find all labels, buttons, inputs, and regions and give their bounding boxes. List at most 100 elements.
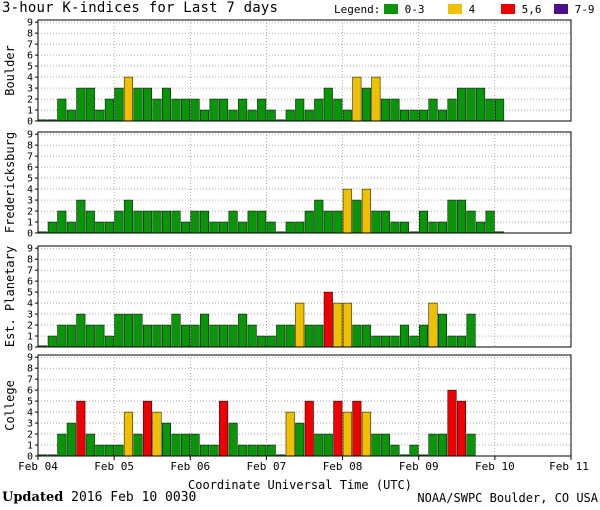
k-index-bar xyxy=(257,210,267,234)
k-index-bar xyxy=(418,324,428,348)
k-index-bar xyxy=(57,98,67,122)
x-tick-label: Feb 07 xyxy=(247,460,287,473)
k-index-bar xyxy=(228,210,238,234)
k-index-bar xyxy=(295,302,305,348)
y-tick-label: 9 xyxy=(27,130,33,141)
k-index-bar xyxy=(314,199,324,234)
k-index-bar xyxy=(304,210,314,234)
k-index-bar xyxy=(399,324,409,348)
k-index-bar xyxy=(190,98,200,122)
y-tick-label: 1 xyxy=(27,441,33,452)
updated-value: 2016 Feb 10 0030 xyxy=(71,490,197,505)
k-index-bar xyxy=(200,109,210,122)
k-index-bar xyxy=(238,98,248,122)
k-index-bar xyxy=(114,313,124,348)
k-index-bar xyxy=(399,109,409,122)
k-index-bar xyxy=(219,400,229,457)
k-index-bar xyxy=(428,302,438,348)
x-tick-label: Feb 10 xyxy=(475,460,515,473)
k-index-bar xyxy=(476,221,486,234)
legend-label: Legend: xyxy=(334,3,381,16)
y-tick-label: 4 xyxy=(27,299,33,310)
k-index-bar xyxy=(85,87,95,122)
k-index-bar xyxy=(257,444,267,457)
k-index-bar xyxy=(133,313,143,348)
k-index-bar xyxy=(266,109,276,122)
legend-text: 4 xyxy=(468,3,476,16)
k-index-bar xyxy=(257,98,267,122)
y-tick-label: 2 xyxy=(27,207,33,218)
y-tick-label: 3 xyxy=(27,310,33,321)
k-index-bar xyxy=(380,210,390,234)
k-index-bar xyxy=(438,433,448,457)
legend-item-7-9: 7-9 xyxy=(554,3,595,16)
y-tick-label: 1 xyxy=(27,218,33,229)
y-tick-label: 4 xyxy=(27,185,33,196)
k-index-bar xyxy=(76,199,86,234)
y-tick-label: 7 xyxy=(27,40,33,51)
k-index-bar xyxy=(295,98,305,122)
k-index-bar xyxy=(104,444,114,457)
updated-line: Updated 2016 Feb 10 0030 xyxy=(2,490,196,505)
k-index-bar xyxy=(276,324,286,348)
k-index-bar xyxy=(181,324,191,348)
k-index-bar xyxy=(380,433,390,457)
k-index-bar xyxy=(133,87,143,122)
k-index-bar xyxy=(85,324,95,348)
k-index-bar xyxy=(447,335,457,348)
k-index-bar xyxy=(314,324,324,348)
k-index-bar xyxy=(342,411,352,457)
k-index-bar xyxy=(123,411,133,457)
k-index-bar xyxy=(142,324,152,348)
legend-swatch xyxy=(554,4,568,14)
k-index-bar xyxy=(438,313,448,348)
k-index-bar xyxy=(447,199,457,234)
k-index-bar xyxy=(476,87,486,122)
k-index-bar xyxy=(304,324,314,348)
k-index-bar xyxy=(152,324,162,348)
k-index-bar xyxy=(352,400,362,457)
x-tick-label: Feb 06 xyxy=(170,460,210,473)
k-index-bar xyxy=(209,444,219,457)
k-index-bar xyxy=(323,210,333,234)
k-index-bar xyxy=(266,221,276,234)
k-index-bar xyxy=(418,109,428,122)
k-index-bar xyxy=(390,98,400,122)
k-index-bar xyxy=(209,221,219,234)
k-index-bar xyxy=(390,444,400,457)
k-index-bar xyxy=(285,221,295,234)
y-tick-label: 2 xyxy=(27,430,33,441)
k-index-bar xyxy=(409,109,419,122)
k-index-bar xyxy=(209,98,219,122)
k-index-bar xyxy=(447,98,457,122)
legend-item-4: 4 xyxy=(448,3,475,16)
k-index-bar xyxy=(466,87,476,122)
k-index-bar xyxy=(142,400,152,457)
x-tick-label: Feb 09 xyxy=(399,460,439,473)
y-tick-label: 9 xyxy=(27,353,33,364)
y-tick-label: 9 xyxy=(27,18,33,29)
y-tick-label: 4 xyxy=(27,408,33,419)
k-index-bar xyxy=(457,199,467,234)
y-tick-label: 3 xyxy=(27,84,33,95)
k-index-bar xyxy=(142,87,152,122)
k-index-bar xyxy=(104,335,114,348)
panel-frame xyxy=(37,354,572,457)
k-index-bar xyxy=(361,324,371,348)
k-index-bar xyxy=(209,324,219,348)
k-index-bar xyxy=(104,98,114,122)
k-index-bar xyxy=(171,98,181,122)
k-index-bar xyxy=(247,109,257,122)
k-index-bar xyxy=(333,302,343,348)
k-index-bar xyxy=(190,210,200,234)
k-index-bar xyxy=(133,210,143,234)
k-index-bar xyxy=(380,335,390,348)
k-index-bar xyxy=(285,411,295,457)
k-index-bar xyxy=(142,210,152,234)
k-index-bar xyxy=(228,324,238,348)
k-index-bar xyxy=(304,109,314,122)
k-index-bar xyxy=(181,433,191,457)
k-index-bar xyxy=(361,188,371,234)
y-tick-label: 3 xyxy=(27,196,33,207)
k-index-bar xyxy=(257,335,267,348)
